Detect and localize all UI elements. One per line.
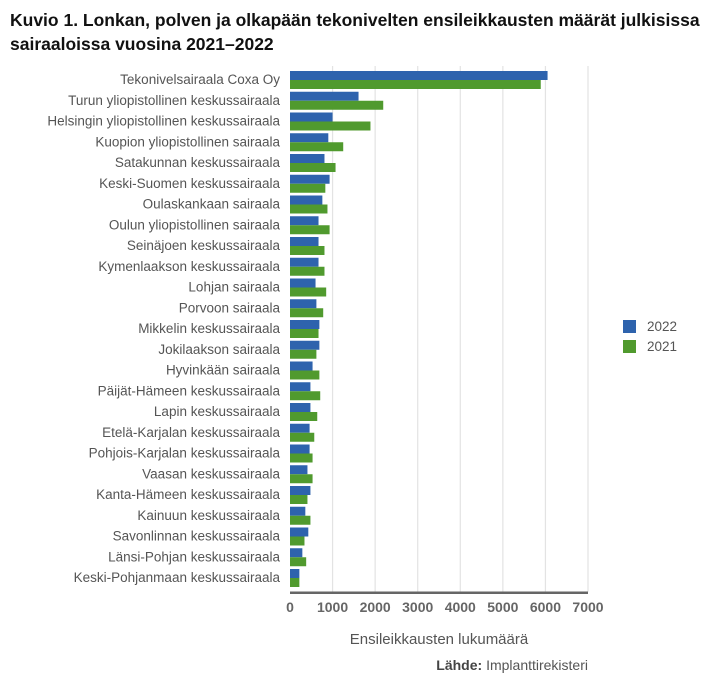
x-axis-title: Ensileikkausten lukumäärä [350,631,529,648]
category-label: Oulaskankaan sairaala [143,197,281,212]
category-label: Lapin keskussairaala [154,404,281,419]
bar-2022 [290,257,319,267]
bar-2021 [290,266,325,276]
category-label: Mikkelin keskussairaala [138,321,280,336]
bar-2021 [290,121,371,131]
bar-2022 [290,112,333,122]
x-tick-label: 0 [286,599,294,615]
category-label: Kymenlaakson keskussairaala [98,259,280,274]
bar-2022 [290,465,308,475]
bar-2022 [290,299,317,309]
x-tick-label: 4000 [445,599,476,615]
bar-2022 [290,382,311,392]
category-label: Kainuun keskussairaala [137,508,280,523]
category-label: Helsingin yliopistollinen keskussairaala [47,114,280,129]
bar-2022 [290,506,306,516]
x-tick-label: 6000 [530,599,561,615]
bar-2021 [290,391,321,401]
bar-2021 [290,329,319,338]
category-label: Jokilaakson sairaala [158,342,280,357]
category-label: Päijät-Hämeen keskussairaala [98,383,281,398]
x-tick-label: 5000 [487,599,518,615]
category-label: Kanta-Hämeen keskussairaala [96,487,280,502]
category-label: Keski-Suomen keskussairaala [99,176,280,191]
bar-2022 [290,91,359,101]
bar-2022 [290,195,323,205]
bar-2021 [290,80,541,89]
category-label: Vaasan keskussairaala [142,466,280,481]
x-tick-label: 7000 [572,599,603,615]
source-note: Lähde: Implanttirekisteri [436,657,588,673]
category-label: Satakunnan keskussairaala [115,155,281,170]
bar-2021 [290,349,317,359]
bar-2021 [290,204,328,214]
source-value: Implanttirekisteri [486,657,588,673]
bar-2022 [290,444,310,454]
category-label: Länsi-Pohjan keskussairaala [108,549,280,564]
category-label: Seinäjoen keskussairaala [127,238,281,253]
legend-swatch-2022 [623,320,636,333]
category-label: Porvoon sairaala [179,300,281,315]
category-label: Tekonivelsairaala Coxa Oy [120,72,280,87]
bar-2021 [290,370,320,380]
category-label: Pohjois-Karjalan keskussairaala [89,446,281,461]
x-tick-label: 2000 [360,599,391,615]
bar-2022 [290,486,311,495]
bar-2022 [290,361,313,371]
legend-label: 2022 [647,319,677,334]
category-label: Keski-Pohjanmaan keskussairaala [74,570,281,585]
bar-2021 [290,225,330,235]
category-label: Lohjan sairaala [188,280,280,295]
bar-2022 [290,340,320,350]
bar-2021 [290,557,307,567]
bar-2021 [290,287,327,297]
bar-2021 [290,453,313,463]
bar-2021 [290,515,311,525]
source-label: Lähde: [436,657,483,673]
bar-2022 [290,278,316,288]
bar-2022 [290,548,303,558]
category-label: Turun yliopistollinen keskussairaala [68,93,280,108]
bar-2021 [290,163,336,172]
bar-2022 [290,174,330,184]
category-label: Etelä-Karjalan keskussairaala [102,425,280,440]
bar-2022 [290,527,309,537]
bar-2021 [290,100,384,110]
chart-title: Kuvio 1. Lonkan, polven ja olkapään teko… [10,10,700,54]
category-label: Hyvinkään sairaala [166,363,281,378]
bar-2022 [290,133,329,143]
legend-label: 2021 [647,339,677,354]
bar-2022 [290,403,311,412]
bar-2021 [290,246,325,255]
x-tick-label: 3000 [402,599,433,615]
bar-2022 [290,216,319,226]
bar-2021 [290,308,324,318]
bar-2022 [290,423,310,433]
legend-swatch-2021 [623,340,636,353]
bar-2022 [290,320,320,329]
bar-2021 [290,432,315,442]
bar-2021 [290,183,326,193]
bar-2022 [290,71,548,80]
bar-2021 [290,142,344,152]
bar-2021 [290,474,313,484]
bar-2022 [290,569,300,578]
bar-2021 [290,412,318,421]
category-label: Savonlinnan keskussairaala [113,529,281,544]
x-tick-label: 1000 [317,599,348,615]
bar-2022 [290,237,319,246]
category-label: Kuopion yliopistollinen sairaala [95,134,280,149]
bar-2021 [290,536,305,546]
bar-2022 [290,154,325,163]
bar-2021 [290,495,308,504]
bar-2021 [290,578,300,587]
category-label: Oulun yliopistollinen sairaala [109,217,281,232]
